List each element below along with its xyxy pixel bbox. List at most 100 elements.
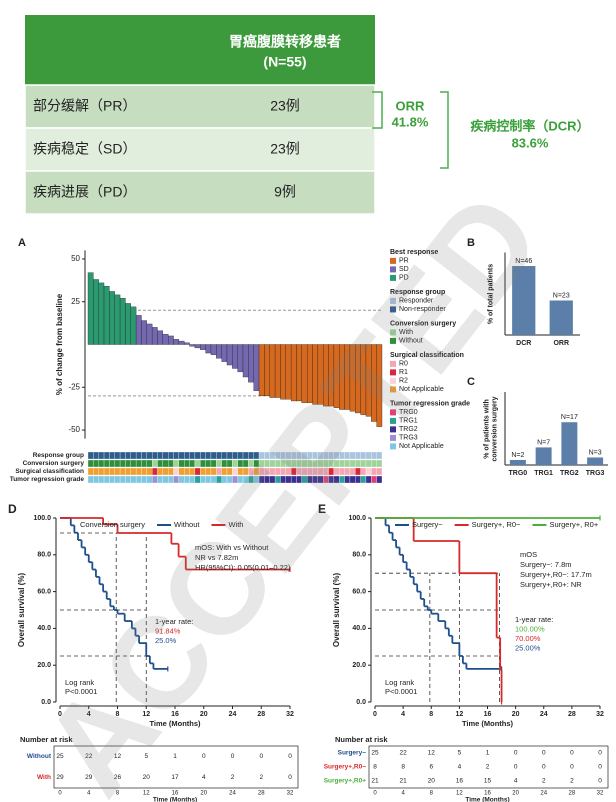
legend-title: Response group	[390, 289, 445, 296]
x-tick-label: 0	[373, 711, 377, 718]
legend-label: SD	[399, 266, 409, 273]
bar	[205, 344, 212, 354]
legend-label: Not Applicable	[399, 443, 444, 450]
y-tick-label: 0.0	[356, 699, 366, 706]
track-cell	[119, 475, 126, 484]
bar	[512, 266, 536, 335]
track-cell	[130, 475, 137, 484]
y-tick-label: 60.0	[37, 588, 51, 595]
track-cell	[194, 451, 201, 460]
track-cell	[135, 459, 142, 468]
track-cell	[151, 459, 158, 468]
y-tick-label: 40.0	[37, 625, 51, 632]
legend-label: Not Applicable	[399, 386, 444, 393]
x-tick-label: 8	[116, 711, 120, 718]
y-tick-label: 0.0	[41, 699, 51, 706]
x-tick-label: 4	[401, 711, 405, 718]
legend-label: Without	[399, 338, 423, 345]
risk-count: 5	[144, 753, 148, 760]
risk-count: 0	[514, 764, 518, 771]
risk-count: 15	[484, 778, 492, 785]
legend-swatch	[390, 257, 396, 264]
track-cell	[376, 475, 383, 484]
track-cell	[173, 451, 180, 460]
track-cell	[178, 451, 185, 460]
y-tick-label: 20.0	[37, 662, 51, 669]
annotation: mOS	[520, 550, 537, 559]
bar	[141, 320, 147, 345]
legend-title: Surgical classification	[390, 352, 464, 359]
track-cell	[141, 459, 147, 468]
risk-count: 0	[288, 753, 292, 760]
bar	[561, 422, 578, 465]
track-cell	[146, 475, 153, 484]
y-tick-label: 25	[71, 297, 80, 306]
risk-x-tick-label: 8	[430, 791, 434, 797]
bar	[376, 344, 383, 427]
risk-count: 21	[371, 778, 379, 785]
track-cell	[216, 451, 222, 460]
track-cell	[178, 459, 185, 468]
panel-label: A	[18, 237, 26, 249]
track-cell	[87, 459, 94, 468]
track-cell	[103, 451, 110, 460]
track-cell	[125, 467, 131, 476]
track-cell	[376, 459, 383, 468]
risk-count: 0	[598, 764, 602, 771]
track-cell	[103, 459, 110, 468]
y-tick-label: 50	[71, 254, 80, 263]
track-cell	[125, 451, 131, 460]
track-cell	[98, 475, 105, 484]
track-cell	[168, 475, 174, 484]
annotation: 100.00%	[515, 624, 545, 633]
track-label: Surgical classification	[15, 468, 84, 475]
risk-count: 2	[259, 774, 263, 781]
bar	[135, 315, 142, 345]
track-cell	[200, 467, 206, 476]
bar	[168, 335, 174, 345]
bar	[269, 344, 276, 398]
track-cell	[151, 467, 158, 476]
risk-count: 8	[401, 764, 405, 771]
bar	[549, 300, 573, 335]
track-cell	[93, 451, 99, 460]
risk-x-tick-label: 12	[456, 791, 463, 797]
risk-count: 25	[56, 753, 64, 760]
risk-x-tick-label: 16	[172, 791, 179, 797]
annotation: HR(95%CI): 0.05(0.01–0.22)	[195, 563, 291, 572]
track-cell	[184, 451, 190, 460]
x-tick-label: 28	[568, 711, 576, 718]
track-cell	[93, 467, 99, 476]
track-cell	[93, 475, 99, 484]
bar	[194, 344, 201, 349]
table-cell: 23例	[270, 141, 300, 157]
legend-swatch	[390, 386, 396, 393]
track-cell	[173, 467, 180, 476]
track-cell	[173, 475, 180, 484]
risk-count: 6	[429, 764, 433, 771]
x-tick-label: 20	[512, 711, 520, 718]
y-tick-label: -50	[68, 425, 80, 434]
table-cell: 疾病稳定（SD）	[33, 141, 136, 157]
track-cell	[162, 475, 169, 484]
bar	[210, 344, 217, 355]
annotation: Log rank	[65, 678, 94, 687]
y-tick-label: 100.0	[33, 515, 51, 522]
track-cell	[168, 467, 174, 476]
risk-count: 22	[400, 750, 408, 757]
risk-row-label: Surgery+,R0−	[324, 764, 366, 771]
track-label: Tumor regression grade	[10, 476, 85, 483]
risk-box	[53, 745, 299, 789]
table-header-title: 胃癌腹膜转移患者	[229, 34, 341, 50]
track-cell	[184, 459, 190, 468]
bar	[226, 344, 233, 366]
track-cell	[162, 467, 169, 476]
legend-swatch	[390, 266, 396, 273]
track-cell	[98, 451, 105, 460]
legend-title: Conversion surgery	[390, 321, 456, 328]
track-cell	[119, 459, 126, 468]
track-cell	[200, 459, 206, 468]
legend-label: TRG3	[399, 435, 418, 442]
table-row	[24, 127, 376, 172]
bar-label: N=17	[561, 414, 578, 421]
